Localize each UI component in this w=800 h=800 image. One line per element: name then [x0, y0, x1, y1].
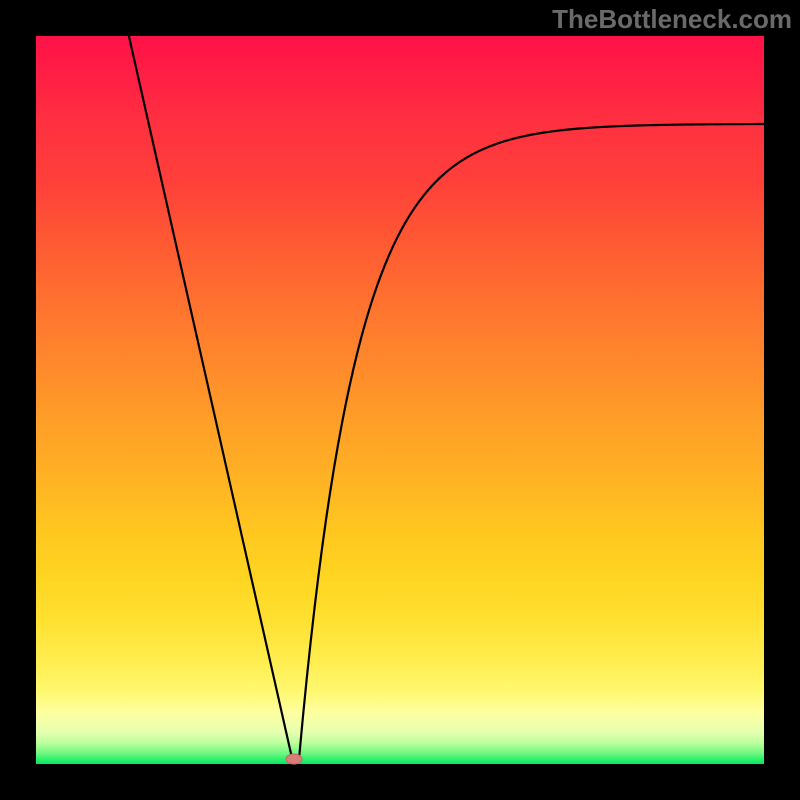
curve-right-segment — [299, 124, 766, 759]
chart-container: TheBottleneck.com — [0, 0, 800, 800]
watermark-text: TheBottleneck.com — [552, 4, 792, 35]
minimum-marker — [286, 754, 302, 764]
plot-area — [36, 36, 764, 764]
curve-layer — [36, 36, 764, 764]
curve-left-segment — [128, 32, 292, 758]
